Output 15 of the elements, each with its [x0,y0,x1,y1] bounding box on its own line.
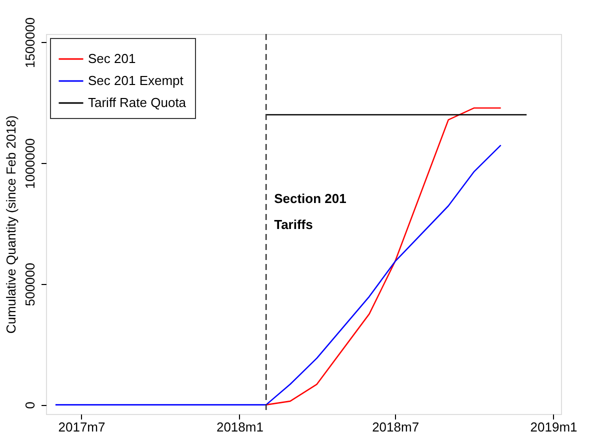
x-tick-label: 2018m7 [372,420,420,434]
x-tick-label: 2019m1 [530,420,578,434]
line-series [265,107,502,406]
line-series [54,144,502,406]
y-tick-label: 500000 [22,262,38,306]
x-tick-label: 2018m1 [216,420,264,434]
y-tick-label: 1500000 [22,17,38,68]
x-tick-label: 2017m7 [58,420,106,434]
legend-label: Tariff Rate Quota [88,95,187,110]
legend-label: Sec 201 [88,51,136,66]
y-axis-title: Cumulative Quantity (since Feb 2018) [4,115,18,334]
y-tick-label: 0 [22,402,38,409]
ref-line-label: Section 201 Tariffs [274,191,346,232]
y-tick-label: 1000000 [22,138,38,189]
legend-label: Sec 201 Exempt [88,73,184,88]
